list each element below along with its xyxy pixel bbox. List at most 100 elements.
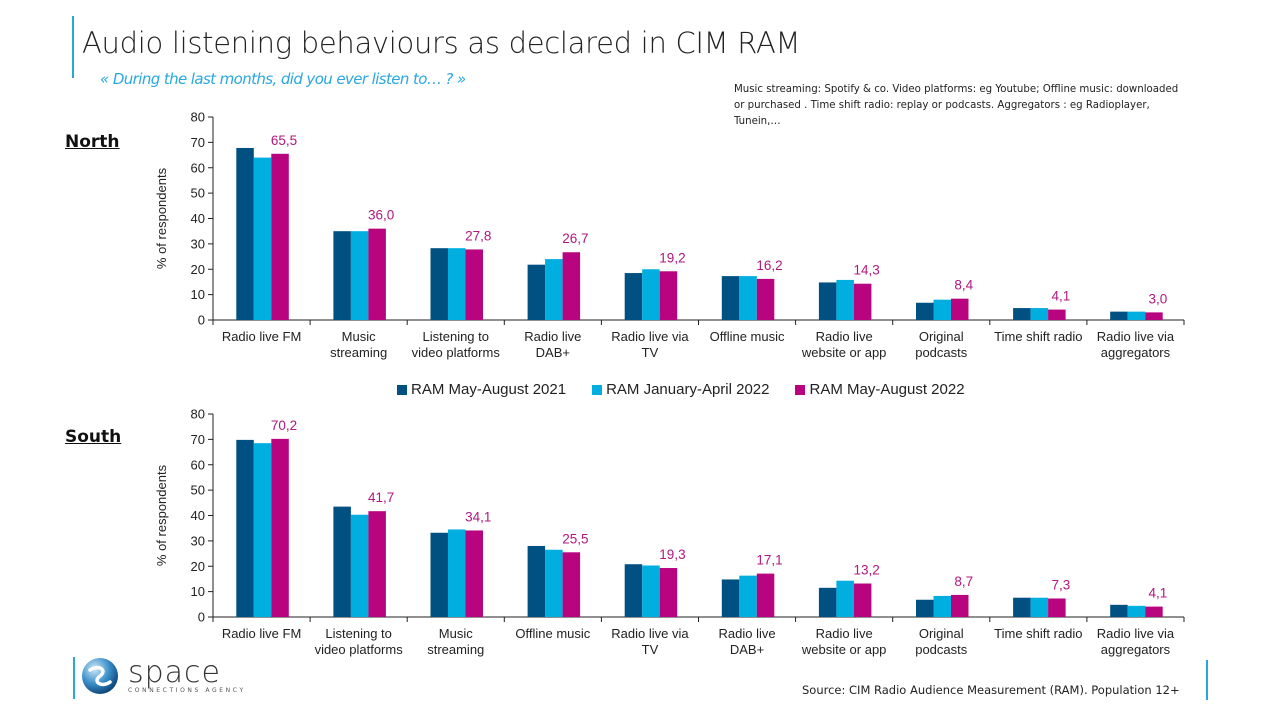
north-category-label: Radio live (524, 329, 581, 344)
legend-label-may2022: RAM May-August 2022 (809, 381, 965, 398)
south-category-label: Radio live via (611, 626, 689, 641)
south-y-tick-label: 30 (191, 533, 205, 548)
north-bar-may2022 (562, 252, 581, 320)
south-category-label: Radio live (719, 626, 776, 641)
north-category-label: website or app (801, 345, 887, 360)
south-data-label: 7,3 (1051, 577, 1070, 592)
north-data-label: 4,1 (1051, 289, 1070, 304)
north-bar-may2022 (271, 153, 289, 320)
north-category-label: DAB+ (536, 345, 570, 360)
title-accent-bar (72, 16, 74, 78)
south-category-label: website or app (801, 642, 887, 657)
south-bar-jan2022 (350, 514, 369, 617)
north-data-label: 19,2 (659, 250, 685, 265)
south-y-tick-label: 0 (198, 610, 205, 625)
south-bar-2021 (333, 506, 351, 617)
north-bar-jan2022 (739, 276, 757, 320)
south-bar-may2022 (853, 583, 872, 617)
footer-accent-bar-right (1206, 660, 1208, 700)
north-bar-jan2022 (350, 231, 369, 320)
north-bar-may2022 (1145, 312, 1163, 320)
south-category-label: Radio live FM (222, 626, 301, 641)
north-bar-jan2022 (1127, 311, 1146, 320)
north-y-tick-label: 0 (198, 313, 205, 328)
south-bar-2021 (624, 564, 643, 617)
south-category-label: DAB+ (730, 642, 764, 657)
south-y-tick-label: 40 (191, 508, 205, 523)
north-category-label: TV (642, 345, 659, 360)
north-bar-2021 (916, 302, 934, 320)
south-bar-jan2022 (642, 565, 660, 617)
north-category-label: Music (342, 329, 376, 344)
legend-item-may2022: RAM May-August 2022 (795, 381, 965, 398)
globe-logo-icon (82, 658, 118, 694)
south-data-label: 4,1 (1149, 586, 1168, 601)
north-bar-jan2022 (642, 269, 660, 320)
north-y-tick-label: 70 (191, 135, 205, 150)
south-bar-may2022 (271, 438, 289, 617)
north-bar-jan2022 (836, 279, 854, 320)
south-bar-may2022 (756, 573, 775, 617)
north-y-tick-label: 60 (191, 160, 205, 175)
north-bar-2021 (236, 147, 254, 320)
north-bar-jan2022 (1030, 308, 1049, 320)
north-bar-may2022 (659, 271, 678, 320)
north-category-label: Radio live FM (222, 329, 301, 344)
south-y-tick-label: 60 (191, 457, 205, 472)
north-category-label: Original (919, 329, 964, 344)
north-category-label: Offline music (710, 329, 785, 344)
north-bar-2021 (1013, 308, 1031, 320)
north-y-axis-label: % of respondents (154, 167, 169, 269)
south-bar-2021 (721, 579, 740, 617)
north-y-tick-label: 20 (191, 262, 205, 277)
north-category-label: Listening to (423, 329, 490, 344)
south-category-label: Original (919, 626, 964, 641)
south-bar-may2022 (1145, 606, 1163, 617)
south-y-tick-label: 70 (191, 432, 205, 447)
south-bar-2021 (430, 532, 448, 617)
south-bar-jan2022 (739, 575, 757, 617)
south-data-label: 34,1 (465, 509, 491, 524)
south-category-label: Time shift radio (994, 626, 1082, 641)
south-data-label: 13,2 (854, 563, 880, 578)
south-category-label: TV (642, 642, 659, 657)
north-bar-may2022 (853, 283, 872, 320)
north-data-label: 3,0 (1149, 291, 1168, 306)
logo-wordmark: space (128, 654, 222, 690)
north-category-label: video platforms (412, 345, 501, 360)
north-data-label: 26,7 (562, 231, 588, 246)
legend-item-jan2022: RAM January-April 2022 (592, 381, 769, 398)
south-category-label: aggregators (1101, 642, 1171, 657)
legend-label-jan2022: RAM January-April 2022 (606, 381, 770, 398)
south-category-label: podcasts (915, 642, 968, 657)
legend-swatch-2021 (397, 384, 407, 395)
south-bar-may2022 (1048, 598, 1066, 617)
north-bar-2021 (624, 273, 643, 320)
north-y-tick-label: 40 (191, 211, 205, 226)
north-y-tick-label: 10 (191, 287, 205, 302)
north-category-label: aggregators (1101, 345, 1171, 360)
south-bar-may2022 (368, 511, 386, 617)
south-bar-jan2022 (448, 529, 466, 617)
north-category-label: Radio live via (1097, 329, 1175, 344)
south-category-label: Music (439, 626, 473, 641)
south-data-label: 25,5 (562, 531, 588, 546)
north-category-label: podcasts (915, 345, 968, 360)
page-subtitle: « During the last months, did you ever l… (100, 70, 466, 88)
south-category-label: video platforms (315, 642, 404, 657)
legend-label-2021: RAM May-August 2021 (411, 381, 567, 398)
definitions-note: Music streaming: Spotify & co. Video pla… (734, 84, 1179, 127)
south-data-label: 8,7 (954, 574, 973, 589)
north-category-label: streaming (330, 345, 387, 360)
south-y-tick-label: 50 (191, 483, 205, 498)
south-data-label: 17,1 (756, 553, 782, 568)
north-data-label: 16,2 (756, 258, 782, 273)
south-bar-jan2022 (1030, 597, 1049, 617)
north-category-label: Radio live via (611, 329, 689, 344)
south-bar-2021 (818, 587, 837, 617)
south-y-axis-label: % of respondents (154, 464, 169, 566)
south-category-label: Listening to (325, 626, 392, 641)
south-bar-2021 (1110, 604, 1128, 617)
space-logo: space CONNECTIONS AGENCY (80, 656, 246, 696)
